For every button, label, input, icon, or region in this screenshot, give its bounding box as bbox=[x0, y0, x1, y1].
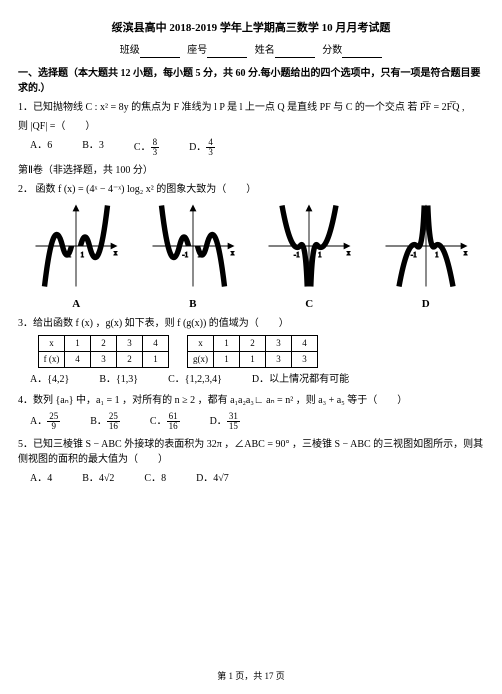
q5-opt-d: D．4√7 bbox=[196, 471, 229, 486]
svg-text:1: 1 bbox=[435, 250, 439, 258]
q3-opt-b: B．{1,3} bbox=[99, 372, 138, 387]
score-blank[interactable] bbox=[342, 47, 382, 58]
page-footer: 第 1 页，共 17 页 bbox=[0, 669, 502, 682]
q1-text: 1．已知抛物线 C : x² = 8y 的焦点为 F 准线为 l P 是 l 上… bbox=[18, 100, 484, 115]
q3-opt-a: A．{4,2} bbox=[30, 372, 69, 387]
svg-text:1: 1 bbox=[197, 250, 201, 258]
svg-text:x: x bbox=[347, 249, 351, 257]
name-blank[interactable] bbox=[275, 47, 315, 58]
svg-text:x: x bbox=[464, 249, 468, 257]
q3-table1: x1234 f (x)4321 bbox=[38, 335, 169, 368]
svg-text:-1: -1 bbox=[410, 250, 416, 258]
q3-opt-d: D．以上情况都有可能 bbox=[252, 372, 349, 387]
svg-text:1: 1 bbox=[318, 250, 322, 258]
q5-text: 5．已知三棱锥 S − ABC 外接球的表面积为 32π ，∠ABC = 90°… bbox=[18, 437, 484, 467]
q1-opt-c: C．83 bbox=[134, 138, 159, 157]
q2-text: 2． 函数 f (x) = (4ˣ − 4⁻ˣ) log₂ x² 的图象大致为（… bbox=[18, 182, 484, 197]
seat-blank[interactable] bbox=[207, 47, 247, 58]
q3-text: 3．给出函数 f (x) ，g(x) 如下表，则 f (g(x)) 的值域为（ … bbox=[18, 316, 484, 331]
graph-d-label: D bbox=[380, 296, 472, 313]
q4-options: A．259 B．2516 C．6116 D．3115 bbox=[30, 412, 484, 431]
graph-a-label: A bbox=[30, 296, 122, 313]
q1-opt-b: B．3 bbox=[82, 138, 104, 157]
info-row: 班级 座号 姓名 分数 bbox=[18, 43, 484, 58]
q3-table2: x1234 g(x)1133 bbox=[187, 335, 318, 368]
q3-tables: x1234 f (x)4321 x1234 g(x)1133 bbox=[38, 335, 484, 368]
graph-d: x -1 1 D bbox=[380, 201, 472, 313]
q1-opt-d: D．43 bbox=[189, 138, 215, 157]
svg-text:1: 1 bbox=[81, 250, 85, 258]
graph-a: x -1 1 A bbox=[30, 201, 122, 313]
q4-opt-c: C．6116 bbox=[150, 412, 180, 431]
graph-c: x -1 1 C bbox=[263, 201, 355, 313]
q4-opt-a: A．259 bbox=[30, 412, 60, 431]
q4-text: 4．数列 {aₙ} 中，a₁ = 1 ，对所有的 n ≥ 2 ，都有 a₁a₂a… bbox=[18, 393, 484, 408]
svg-text:x: x bbox=[114, 249, 118, 257]
q5-opt-b: B．4√2 bbox=[82, 471, 114, 486]
score-label: 分数 bbox=[322, 45, 342, 56]
q5-opt-a: A．4 bbox=[30, 471, 52, 486]
q3-opt-c: C．{1,2,3,4} bbox=[168, 372, 222, 387]
graph-c-label: C bbox=[263, 296, 355, 313]
svg-text:-1: -1 bbox=[182, 250, 188, 258]
q5-opt-c: C．8 bbox=[144, 471, 166, 486]
q1-options: A．6 B．3 C．83 D．43 bbox=[30, 138, 484, 157]
q4-opt-b: B．2516 bbox=[90, 412, 120, 431]
section-1-heading: 一、选择题（本大题共 12 小题，每小题 5 分，共 60 分.每小题给出的四个… bbox=[18, 66, 484, 96]
svg-text:-1: -1 bbox=[65, 250, 71, 258]
page-title: 绥滨县高中 2018-2019 学年上学期高三数学 10 月月考试题 bbox=[18, 20, 484, 37]
q5-options: A．4 B．4√2 C．8 D．4√7 bbox=[30, 471, 484, 486]
graph-b-label: B bbox=[147, 296, 239, 313]
svg-text:x: x bbox=[231, 249, 235, 257]
name-label: 姓名 bbox=[255, 45, 275, 56]
part2-label: 第Ⅱ卷（非选择题，共 100 分） bbox=[18, 163, 484, 178]
q1-opt-a: A．6 bbox=[30, 138, 52, 157]
q1-text2: 则 |QF| =（ ） bbox=[18, 119, 484, 134]
seat-label: 座号 bbox=[187, 45, 207, 56]
q4-opt-d: D．3115 bbox=[210, 412, 240, 431]
class-blank[interactable] bbox=[140, 47, 180, 58]
class-label: 班级 bbox=[120, 45, 140, 56]
svg-text:-1: -1 bbox=[294, 250, 300, 258]
graph-b: x -1 1 B bbox=[147, 201, 239, 313]
q3-options: A．{4,2} B．{1,3} C．{1,2,3,4} D．以上情况都有可能 bbox=[30, 372, 484, 387]
q2-graphs: x -1 1 A x -1 1 B x -1 1 C bbox=[18, 201, 484, 313]
